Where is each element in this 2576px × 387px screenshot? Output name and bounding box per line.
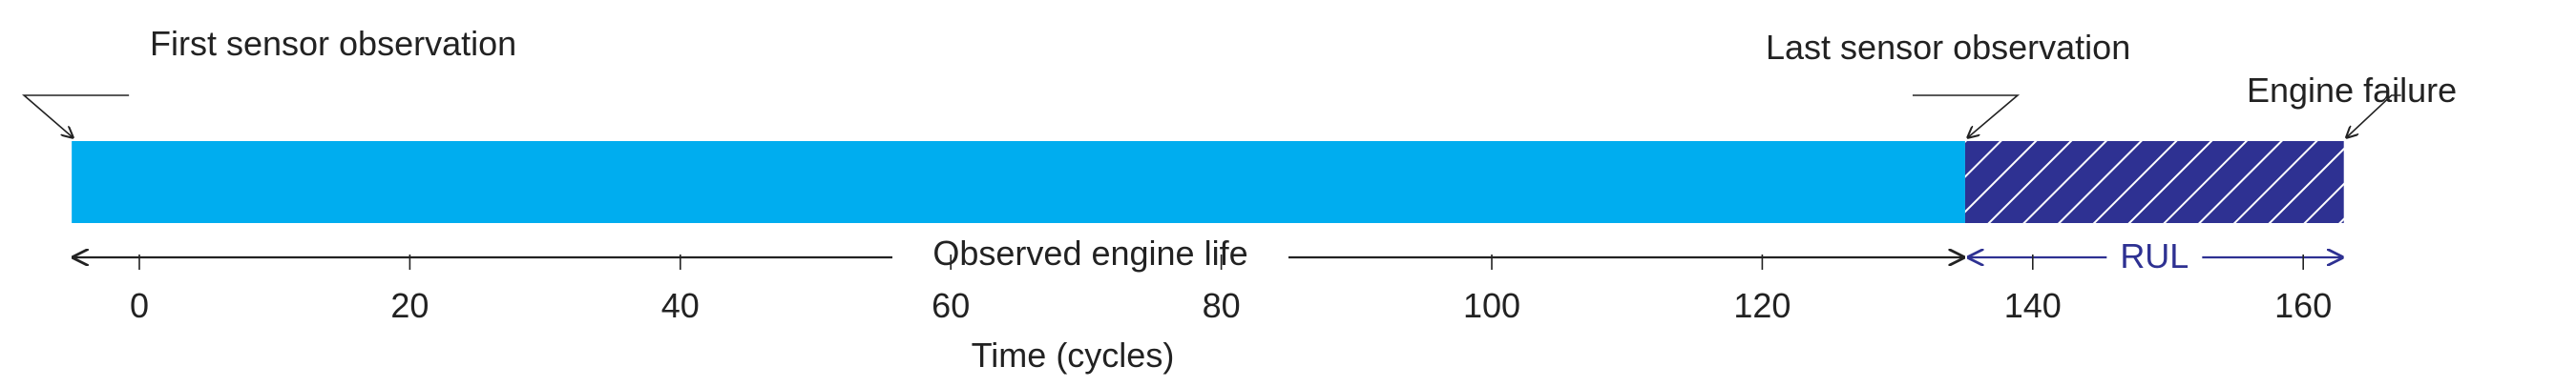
x-axis-ticks: 0 20 40 60 80 100 120 140 160 <box>130 255 2332 325</box>
x-tick-label: 160 <box>2274 286 2332 325</box>
rul-label: RUL <box>2120 236 2189 275</box>
engine-failure-label: Engine failure <box>2247 71 2457 110</box>
first-observation-label: First sensor observation <box>150 24 516 63</box>
observed-life-bar <box>72 141 1965 223</box>
engine-failure-leader-arrow <box>2346 94 2401 138</box>
rul-hatched-bar <box>1964 141 2344 223</box>
x-tick-label: 0 <box>130 286 149 325</box>
x-tick-label: 140 <box>2004 286 2062 325</box>
x-axis-title: Time (cycles) <box>972 336 1175 375</box>
last-observation-label: Last sensor observation <box>1766 28 2130 67</box>
x-tick-label: 80 <box>1203 286 1241 325</box>
first-observation-leader-arrow <box>22 94 130 138</box>
x-tick-label: 100 <box>1463 286 1520 325</box>
x-tick-label: 40 <box>661 286 700 325</box>
observed-engine-life-label: Observed engine life <box>932 234 1247 273</box>
x-tick-label: 60 <box>932 286 970 325</box>
x-tick-label: 120 <box>1733 286 1791 325</box>
x-tick-label: 20 <box>390 286 429 325</box>
last-observation-leader-arrow <box>1912 94 2021 138</box>
